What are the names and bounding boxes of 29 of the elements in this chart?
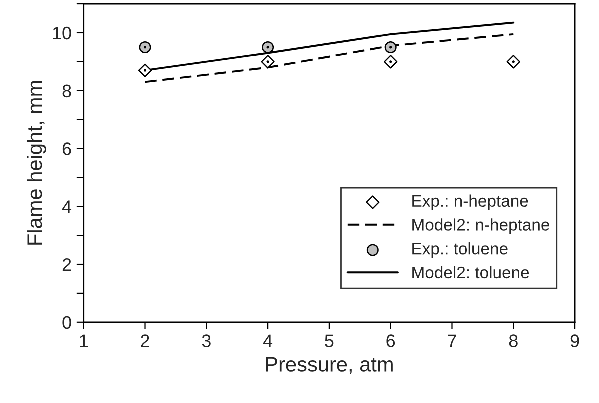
y-tick-label: 4 bbox=[62, 200, 72, 214]
y-axis-title: Flame height, mm bbox=[26, 81, 46, 245]
x-tick-label: 5 bbox=[325, 334, 334, 348]
x-tick-label: 6 bbox=[386, 334, 396, 348]
legend-label: Exp.: n-heptane bbox=[412, 194, 528, 210]
point bbox=[262, 41, 274, 54]
legend-label: Model2: toluene bbox=[412, 266, 530, 279]
x-axis-title: Pressure, atm bbox=[266, 357, 393, 374]
point bbox=[138, 64, 152, 78]
point bbox=[384, 41, 397, 54]
x-tick-label: 4 bbox=[263, 334, 273, 348]
x-tick-label: 7 bbox=[448, 334, 456, 348]
point bbox=[139, 41, 152, 54]
y-tick-label: 0 bbox=[62, 316, 72, 330]
y-tick-label: 2 bbox=[62, 258, 72, 272]
point bbox=[506, 55, 520, 69]
x-tick-label: 2 bbox=[141, 334, 150, 348]
y-tick-label: 6 bbox=[62, 142, 72, 156]
line-series bbox=[144, 33, 515, 84]
x-tick-label: 3 bbox=[202, 334, 211, 348]
x-tick-label: 8 bbox=[509, 334, 518, 348]
point bbox=[261, 55, 275, 69]
point bbox=[384, 55, 398, 69]
legend-label: Model2: n-heptane bbox=[412, 218, 550, 234]
legend-label: Exp.: toluene bbox=[412, 242, 508, 258]
y-tick-label: 8 bbox=[62, 84, 72, 98]
x-tick-label: 9 bbox=[570, 334, 580, 348]
x-tick-label: 1 bbox=[80, 334, 88, 348]
y-tick-label: 10 bbox=[53, 26, 72, 40]
